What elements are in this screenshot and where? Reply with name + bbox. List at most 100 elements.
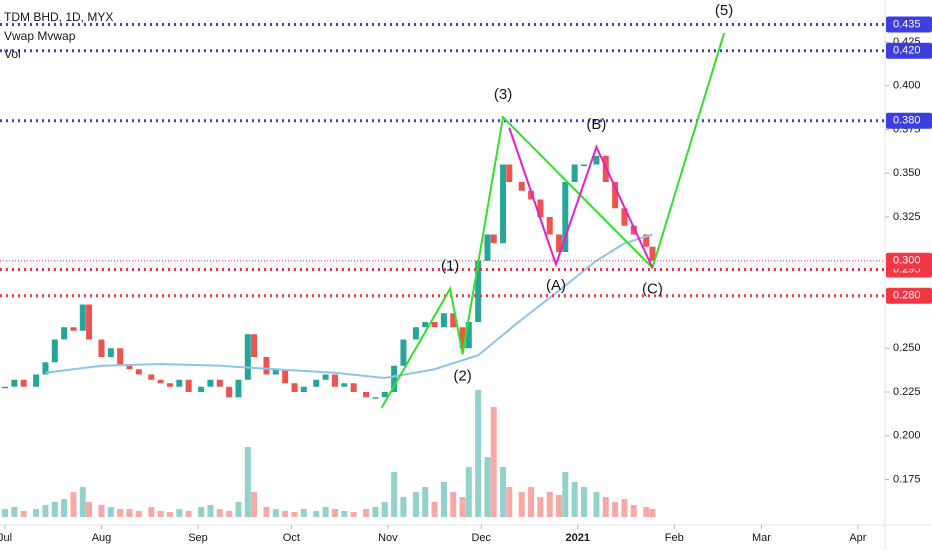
candle-body [643, 234, 650, 247]
candle-body [422, 322, 429, 328]
candle-body [630, 225, 637, 235]
volume-bar [79, 487, 86, 517]
x-tick-label: Mar [752, 532, 771, 544]
volume-bar [20, 511, 27, 517]
candle-body [51, 339, 58, 363]
volume-bar [251, 492, 258, 517]
volume-bar [593, 492, 600, 517]
wave-label: (B) [586, 116, 606, 133]
y-tick-label: 0.200 [893, 430, 921, 442]
candle-body [322, 374, 329, 380]
volume-bar [621, 499, 628, 517]
volume-bar [300, 509, 307, 517]
volume-bar [506, 487, 513, 517]
price-label-box [886, 112, 932, 129]
wave-line [380, 32, 726, 409]
candle-body [412, 327, 419, 340]
volume-bar [381, 502, 388, 517]
volume-bar [107, 507, 114, 517]
candle-body [176, 379, 183, 387]
candle-body [400, 339, 407, 366]
candle-body [649, 246, 656, 261]
wave-label: (2) [453, 367, 471, 384]
candle-body [546, 217, 553, 235]
candle-body [117, 348, 124, 366]
volume-bar [176, 509, 183, 517]
candle-body [518, 182, 525, 191]
volume-bar [372, 507, 379, 517]
candle-body [350, 383, 357, 392]
volume-bar [643, 507, 650, 517]
volume-bar [51, 502, 58, 517]
volume-bar [148, 507, 155, 517]
volume-bar [313, 511, 320, 517]
x-tick-label: Feb [665, 532, 684, 544]
candle-body [263, 357, 270, 375]
candle-body [562, 182, 569, 252]
volume-bar [198, 507, 205, 517]
volume-bar [556, 495, 563, 517]
volume-bar [98, 505, 105, 517]
candle-body [251, 334, 258, 357]
candle-body [381, 392, 388, 398]
volume-bar [263, 507, 270, 517]
volume-bar [412, 492, 419, 517]
volume-bar [185, 511, 192, 517]
indicator-label: Vol [4, 47, 21, 61]
volume-bar [350, 512, 357, 517]
volume-bar [518, 492, 525, 517]
candle-body [537, 199, 544, 217]
candle-body [490, 234, 497, 244]
candle-body [244, 334, 251, 380]
candle-body [135, 369, 142, 375]
vwap-line [45, 233, 653, 380]
volume-bar [272, 509, 279, 517]
candle-body [612, 182, 619, 209]
candle-body [372, 397, 379, 399]
volume-bar [440, 482, 447, 517]
candle-body [61, 327, 68, 340]
volume-bar [602, 497, 609, 517]
volume-bar [490, 407, 497, 517]
candle-body [126, 365, 133, 370]
price-label: 0.435 [893, 18, 921, 30]
volume-bar [1, 509, 8, 517]
candle-body [580, 164, 587, 166]
candle-body [621, 208, 628, 226]
volume-bar [86, 502, 93, 517]
volume-bar [475, 390, 482, 517]
x-tick-label: Dec [471, 532, 491, 544]
volume-bar [450, 492, 457, 517]
candle-body [207, 379, 214, 387]
volume-bar [235, 502, 242, 517]
candle-body [313, 379, 320, 387]
candle-body [79, 304, 86, 331]
candle-body [226, 386, 233, 398]
volume-bar [126, 509, 133, 517]
candle-body [86, 304, 93, 340]
candle-body [300, 386, 307, 392]
volume-bar [537, 497, 544, 517]
price-label-box [886, 42, 932, 59]
volume-bar [135, 511, 142, 517]
candle-body [484, 234, 491, 261]
candle-body [1, 386, 8, 389]
candle-body [185, 379, 192, 392]
candle-body [107, 348, 114, 357]
volume-bar [341, 511, 348, 517]
y-tick-label: 0.325 [893, 211, 921, 223]
volume-bar [612, 502, 619, 517]
y-tick-label: 0.175 [893, 473, 921, 485]
volume-bar [282, 511, 289, 517]
candle-body [341, 383, 348, 387]
candle-body [42, 362, 49, 375]
x-tick-label: Aug [92, 532, 112, 544]
x-tick-label: 2021 [566, 532, 590, 544]
volume-bar [465, 467, 472, 517]
volume-bar [157, 511, 164, 517]
candle-body [500, 164, 507, 244]
y-tick-label: 0.350 [893, 167, 921, 179]
volume-bar [649, 509, 656, 517]
price-label: 0.420 [893, 45, 921, 57]
